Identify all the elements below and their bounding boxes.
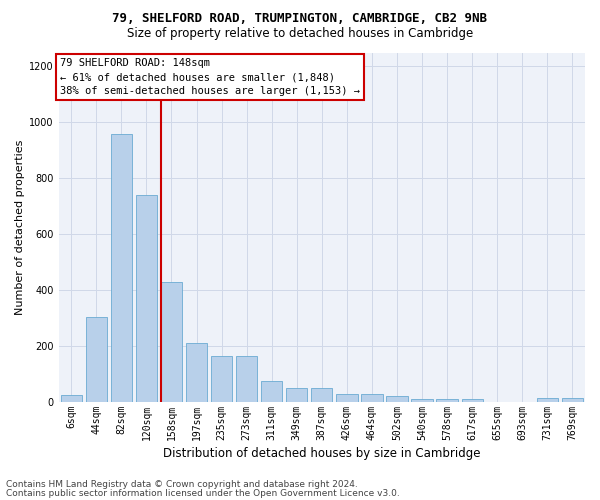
Text: 79 SHELFORD ROAD: 148sqm
← 61% of detached houses are smaller (1,848)
38% of sem: 79 SHELFORD ROAD: 148sqm ← 61% of detach… [60,58,360,96]
Bar [361,394,383,402]
Text: Contains HM Land Registry data © Crown copyright and database right 2024.: Contains HM Land Registry data © Crown c… [6,480,358,489]
Text: 79, SHELFORD ROAD, TRUMPINGTON, CAMBRIDGE, CB2 9NB: 79, SHELFORD ROAD, TRUMPINGTON, CAMBRIDG… [113,12,487,26]
Y-axis label: Number of detached properties: Number of detached properties [15,140,25,315]
Bar [61,395,82,402]
Bar [136,195,157,402]
Bar [161,282,182,402]
Bar [412,398,433,402]
Bar [261,381,283,402]
Bar [311,388,332,402]
Bar [236,356,257,402]
Bar [461,398,483,402]
Text: Size of property relative to detached houses in Cambridge: Size of property relative to detached ho… [127,28,473,40]
X-axis label: Distribution of detached houses by size in Cambridge: Distribution of detached houses by size … [163,447,481,460]
Bar [186,344,207,402]
Text: Contains public sector information licensed under the Open Government Licence v3: Contains public sector information licen… [6,489,400,498]
Bar [537,398,558,402]
Bar [336,394,358,402]
Bar [562,398,583,402]
Bar [211,356,232,402]
Bar [286,388,307,402]
Bar [110,134,132,402]
Bar [436,398,458,402]
Bar [86,316,107,402]
Bar [386,396,407,402]
